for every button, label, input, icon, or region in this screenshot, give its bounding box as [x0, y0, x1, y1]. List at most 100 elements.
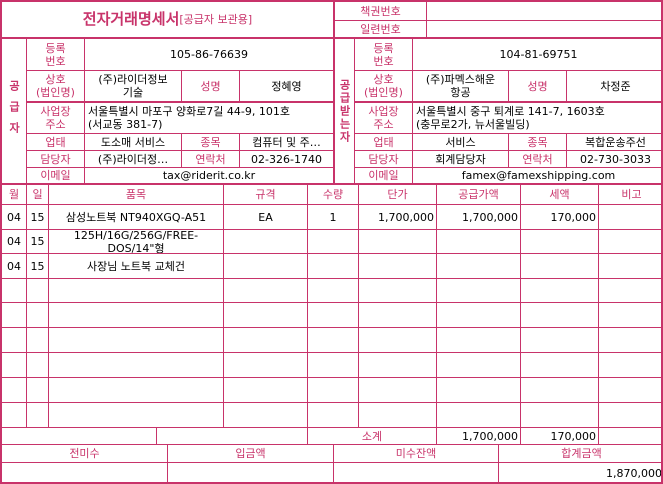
item-item-cell: [49, 279, 224, 303]
item-day-cell: 15: [27, 254, 49, 279]
item-tax-cell: [521, 378, 599, 403]
item-month-cell: [2, 353, 27, 378]
item-spec-cell: [224, 230, 308, 254]
item-item-cell: [49, 403, 224, 428]
item-day-cell: [27, 403, 49, 428]
subtotal-blank-2: [157, 428, 308, 445]
item-tax-cell: [521, 303, 599, 328]
prev-unpaid-label: 전미수: [2, 445, 168, 463]
item-spec-cell: [224, 279, 308, 303]
supplier-side-label: 공급자: [2, 39, 27, 185]
item-spec-cell: [224, 254, 308, 279]
supplier-contact: 02-326-1740: [240, 151, 335, 168]
item-note-cell: [599, 353, 661, 378]
item-supply-amount-cell: [437, 378, 521, 403]
item-supply-amount-cell: [437, 230, 521, 254]
item-unit-price-cell: [359, 328, 437, 353]
buyer-manager: 회계담당자: [413, 151, 509, 168]
item-item-cell: [49, 378, 224, 403]
unpaid-balance-label: 미수잔액: [334, 445, 499, 463]
supplier-item-type: 컴퓨터 및 주…: [240, 134, 335, 151]
item-spec-cell: [224, 328, 308, 353]
item-spec-cell: [224, 378, 308, 403]
item-tax-cell: [521, 230, 599, 254]
deposit-value: [168, 463, 334, 482]
col-header-unit-price: 단가: [359, 185, 437, 205]
col-header-note: 비고: [599, 185, 661, 205]
item-tax-cell: [521, 353, 599, 378]
item-month-cell: 04: [2, 230, 27, 254]
item-month-cell: [2, 328, 27, 353]
supplier-biz-type: 도소매 서비스: [85, 134, 182, 151]
col-header-tax: 세액: [521, 185, 599, 205]
item-supply-amount-cell: 1,700,000: [437, 205, 521, 230]
item-item-cell: 125H/16G/256G/FREE-DOS/14"형: [49, 230, 224, 254]
item-qty-cell: [308, 279, 359, 303]
book-no-label: 책권번호: [335, 2, 427, 21]
item-unit-price-cell: 1,700,000: [359, 205, 437, 230]
item-qty-cell: 1: [308, 205, 359, 230]
item-spec-cell: [224, 353, 308, 378]
book-no-value: [427, 2, 661, 21]
item-item-cell: [49, 353, 224, 378]
buyer-address-label: 사업장 주소: [355, 103, 413, 134]
item-note-cell: [599, 230, 661, 254]
supplier-reg-no: 105-86-76639: [85, 39, 335, 71]
item-day-cell: [27, 353, 49, 378]
item-item-cell: [49, 328, 224, 353]
item-supply-amount-cell: [437, 328, 521, 353]
supplier-item-type-label: 종목: [182, 134, 240, 151]
col-header-month: 월: [2, 185, 27, 205]
col-header-qty: 수량: [308, 185, 359, 205]
item-item-cell: 삼성노트북 NT940XGQ-A51: [49, 205, 224, 230]
buyer-reg-no: 104-81-69751: [413, 39, 661, 71]
item-month-cell: 04: [2, 254, 27, 279]
serial-no-label: 일련번호: [335, 21, 427, 39]
buyer-reg-label: 등록 번호: [355, 39, 413, 71]
buyer-company-label: 상호 (법인명): [355, 71, 413, 103]
item-month-cell: 04: [2, 205, 27, 230]
item-qty-cell: [308, 303, 359, 328]
supplier-address-label: 사업장 주소: [27, 103, 85, 134]
subtotal-supply: 1,700,000: [437, 428, 521, 445]
item-spec-cell: [224, 403, 308, 428]
item-supply-amount-cell: [437, 303, 521, 328]
item-item-cell: [49, 303, 224, 328]
subtotal-blank-1: [2, 428, 157, 445]
item-tax-cell: [521, 254, 599, 279]
item-month-cell: [2, 303, 27, 328]
item-day-cell: [27, 279, 49, 303]
item-day-cell: 15: [27, 205, 49, 230]
item-qty-cell: [308, 230, 359, 254]
buyer-manager-label: 담당자: [355, 151, 413, 168]
item-qty-cell: [308, 403, 359, 428]
item-unit-price-cell: [359, 230, 437, 254]
supplier-email-label: 이메일: [27, 168, 85, 185]
supplier-manager-label: 담당자: [27, 151, 85, 168]
buyer-name-label: 성명: [509, 71, 567, 103]
buyer-biz-type: 서비스: [413, 134, 509, 151]
item-note-cell: [599, 403, 661, 428]
item-unit-price-cell: [359, 378, 437, 403]
title-text: 전자거래명세서: [82, 10, 180, 28]
supplier-reg-label: 등록 번호: [27, 39, 85, 71]
item-tax-cell: [521, 403, 599, 428]
serial-no-value: [427, 21, 661, 39]
item-note-cell: [599, 279, 661, 303]
supplier-address: 서울특별시 마포구 양화로7길 44-9, 101호 (서교동 381-7): [85, 103, 335, 134]
subtotal-tax: 170,000: [521, 428, 599, 445]
item-unit-price-cell: [359, 303, 437, 328]
item-unit-price-cell: [359, 279, 437, 303]
buyer-address: 서울특별시 중구 퇴계로 141-7, 1603호 (충무로2가, 뉴서울빌딩): [413, 103, 661, 134]
item-tax-cell: [521, 328, 599, 353]
item-tax-cell: [521, 279, 599, 303]
col-header-spec: 규격: [224, 185, 308, 205]
item-note-cell: [599, 328, 661, 353]
item-note-cell: [599, 378, 661, 403]
total-amount-value: 1,870,000: [499, 463, 661, 482]
col-header-supply-amount: 공급가액: [437, 185, 521, 205]
item-unit-price-cell: [359, 353, 437, 378]
item-supply-amount-cell: [437, 279, 521, 303]
supplier-manager: (주)라이더정…: [85, 151, 182, 168]
buyer-name: 차정준: [567, 71, 661, 103]
